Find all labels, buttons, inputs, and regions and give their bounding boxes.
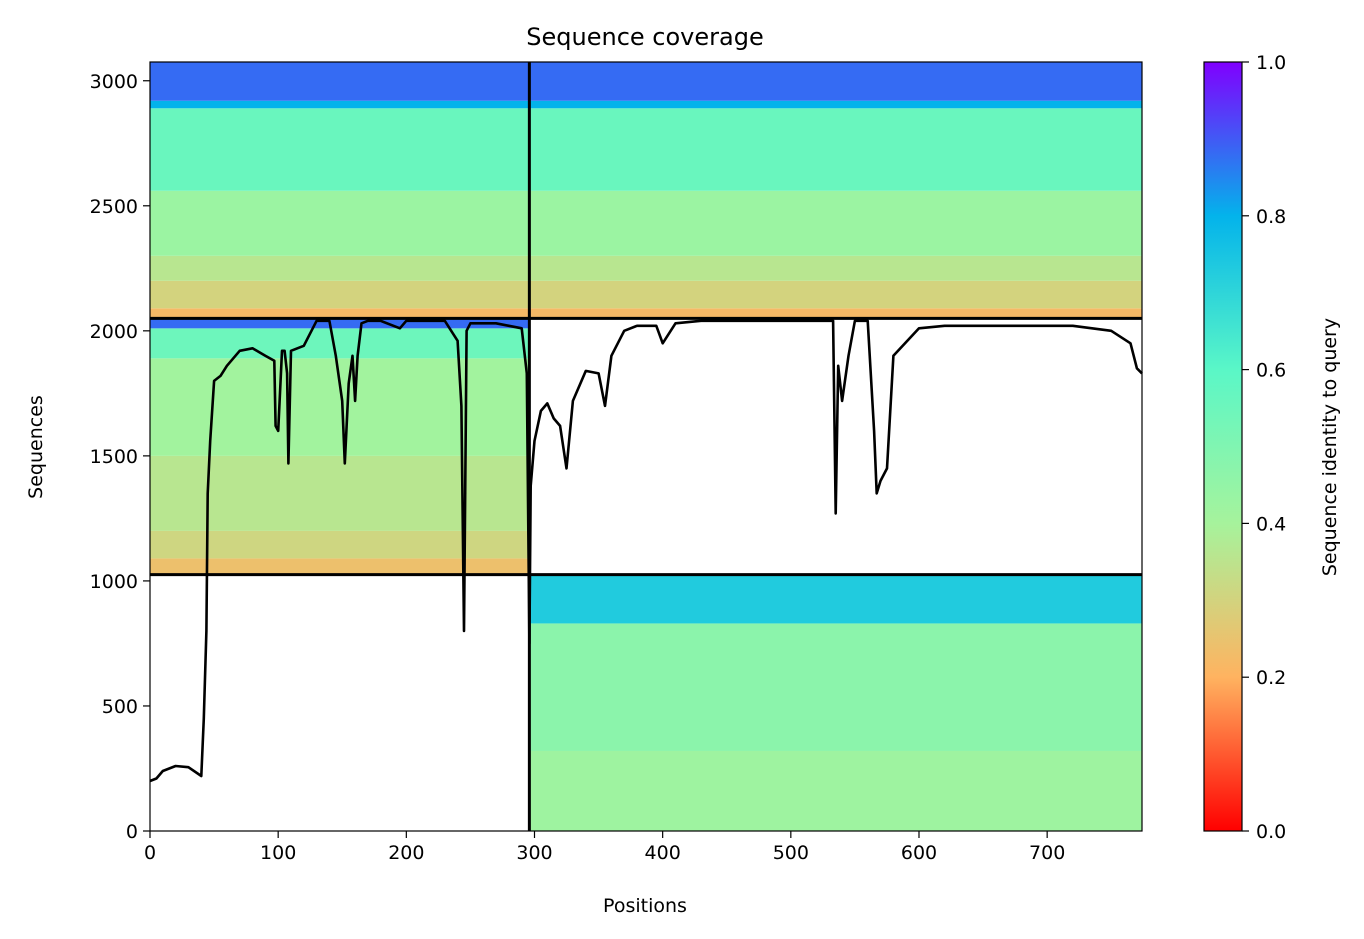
colorbar-ticks: 0.0 0.2 0.4 0.6 0.8 1.0 — [1242, 52, 1286, 843]
x-tick-label: 700 — [1029, 842, 1065, 864]
chart-title: Sequence coverage — [526, 23, 763, 51]
coverage-block-2-band-2 — [150, 255, 1142, 281]
plot-area — [149, 62, 1143, 831]
x-tick-label: 500 — [773, 842, 809, 864]
y-tick-label: 1500 — [90, 446, 138, 468]
coverage-block-1-band-0 — [150, 558, 530, 575]
coverage-block-1-band-5 — [150, 318, 530, 329]
coverage-block-0-band-1 — [529, 623, 1142, 751]
coverage-block-2-band-0 — [150, 308, 1142, 319]
coverage-block-2-band-5 — [150, 100, 1142, 109]
coverage-block-2-band-4 — [150, 108, 1142, 191]
colorbar-gradient — [1203, 61, 1243, 832]
plot-frame — [149, 61, 1143, 832]
colorbar-tick-label: 0.6 — [1256, 360, 1286, 382]
y-axis-label: Sequences — [25, 395, 47, 499]
coverage-block-2-band-1 — [150, 280, 1142, 309]
colorbar-tick-label: 0.0 — [1256, 821, 1286, 843]
coverage-line — [149, 319, 1143, 783]
y-tick-label: 2500 — [90, 196, 138, 218]
coverage-block-0-band-2 — [529, 574, 1142, 624]
x-tick-label: 200 — [388, 842, 424, 864]
x-axis: 0 100 200 300 400 500 600 700 — [144, 831, 1065, 864]
colorbar-tick-label: 0.4 — [1256, 513, 1286, 535]
x-tick-label: 400 — [645, 842, 681, 864]
coverage-block-2-band-3 — [150, 190, 1142, 256]
coverage-block-2-band-6 — [150, 62, 1142, 101]
x-tick-label: 300 — [516, 842, 552, 864]
y-tick-label: 0 — [126, 821, 138, 843]
x-tick-label: 0 — [144, 842, 156, 864]
colorbar-tick-label: 1.0 — [1256, 52, 1286, 74]
colorbar: 0.0 0.2 0.4 0.6 0.8 1.0 Sequence identity to … — [1203, 52, 1341, 843]
coverage-block-1-band-4 — [150, 328, 530, 359]
coverage-block-0-band-0 — [529, 750, 1142, 831]
y-tick-label: 3000 — [90, 71, 138, 93]
colorbar-tick-label: 0.2 — [1256, 667, 1286, 689]
x-tick-label: 600 — [901, 842, 937, 864]
x-tick-label: 100 — [260, 842, 296, 864]
x-axis-label: Positions — [603, 895, 687, 917]
y-tick-label: 500 — [102, 696, 138, 718]
colorbar-label: Sequence identity to query — [1319, 318, 1341, 576]
y-tick-label: 1000 — [90, 571, 138, 593]
y-axis: 0 500 1000 1500 2000 2500 3000 — [90, 71, 150, 843]
coverage-block-1-band-3 — [150, 358, 530, 456]
y-tick-label: 2000 — [90, 321, 138, 343]
coverage-block-1-band-1 — [150, 530, 530, 559]
colorbar-tick-label: 0.8 — [1256, 206, 1286, 228]
